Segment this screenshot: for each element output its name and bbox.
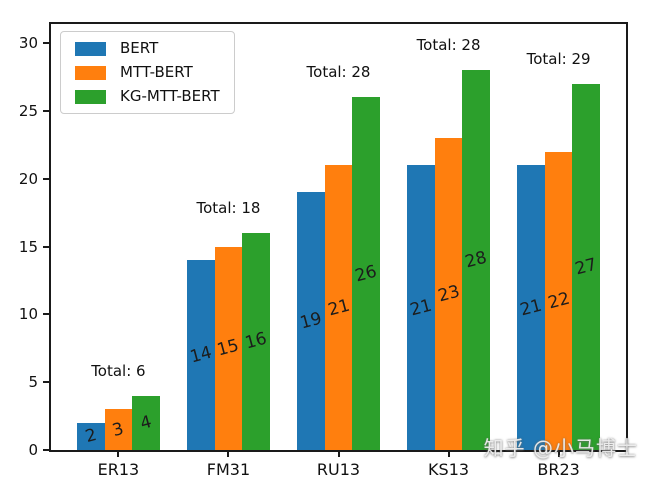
x-axis-tick (557, 450, 560, 457)
bar-mtt-bert-ks13 (434, 137, 463, 450)
x-axis-tick-label: RU13 (316, 460, 361, 479)
bar-mtt-bert-er13 (104, 409, 133, 450)
total-label: Total: 28 (416, 36, 481, 55)
legend-item-bert: BERT (75, 41, 220, 56)
y-axis-tick-label: 30 (18, 34, 38, 52)
y-axis-tick-label: 25 (18, 101, 38, 120)
legend-label-kg-mtt-bert: KG-MTT-BERT (120, 87, 220, 105)
y-axis-tick-label: 15 (18, 237, 38, 256)
bar-kg-mtt-bert-br23 (572, 83, 600, 450)
y-axis-tick-label: 5 (28, 373, 38, 392)
y-axis-tick (43, 381, 51, 384)
bar-bert-er13 (77, 422, 105, 450)
legend-label-bert: BERT (120, 39, 159, 57)
bar-kg-mtt-bert-ru13 (352, 97, 380, 450)
y-axis-tick (43, 245, 51, 248)
bar-bert-fm31 (187, 260, 215, 450)
legend-label-mtt-bert: MTT-BERT (120, 63, 193, 81)
legend-swatch-kg-mtt-bert (75, 89, 106, 104)
bar-bert-br23 (517, 165, 545, 450)
bar-bert-ru13 (297, 192, 325, 450)
total-label: Total: 18 (196, 198, 261, 217)
bar-mtt-bert-ru13 (324, 165, 353, 450)
x-axis-tick-label: ER13 (97, 460, 140, 479)
bar-mtt-bert-br23 (544, 151, 573, 450)
bar-bert-ks13 (407, 165, 435, 450)
y-axis-tick (43, 109, 51, 112)
y-axis-tick-label: 20 (18, 169, 38, 188)
zhihu-watermark: 知乎 @小马博士 (483, 436, 638, 460)
y-axis-tick-label: 10 (18, 305, 38, 324)
x-axis-tick (337, 450, 340, 457)
bar-kg-mtt-bert-er13 (132, 395, 160, 450)
total-label: Total: 29 (526, 49, 591, 68)
y-axis-tick (43, 42, 51, 44)
y-axis-tick (43, 177, 51, 180)
bar-mtt-bert-fm31 (214, 246, 243, 450)
x-axis-tick-label: BR23 (537, 460, 580, 479)
y-axis-tick (43, 313, 51, 316)
x-axis-tick-label: FM31 (206, 460, 251, 479)
x-axis-tick (117, 450, 120, 457)
legend-item-mtt-bert: MTT-BERT (75, 65, 220, 80)
y-axis-tick (43, 449, 51, 451)
legend-swatch-bert (75, 41, 106, 56)
legend-item-kg-mtt-bert: KG-MTT-BERT (75, 89, 220, 104)
y-axis-tick-label: 0 (28, 441, 38, 459)
bar-kg-mtt-bert-fm31 (242, 232, 270, 450)
x-axis-tick-label: KS13 (428, 460, 470, 479)
bar-kg-mtt-bert-ks13 (462, 70, 490, 450)
plot-area: BERT MTT-BERT KG-MTT-BERT 2 14 19 21 21 3 15 21… (19, 22, 628, 479)
legend: BERT MTT-BERT KG-MTT-BERT (60, 31, 235, 114)
legend-swatch-mtt-bert (75, 65, 106, 80)
total-label: Total: 28 (306, 63, 371, 82)
total-label: Total: 6 (91, 361, 146, 380)
x-axis-tick (227, 450, 230, 457)
x-axis-tick (447, 450, 450, 457)
